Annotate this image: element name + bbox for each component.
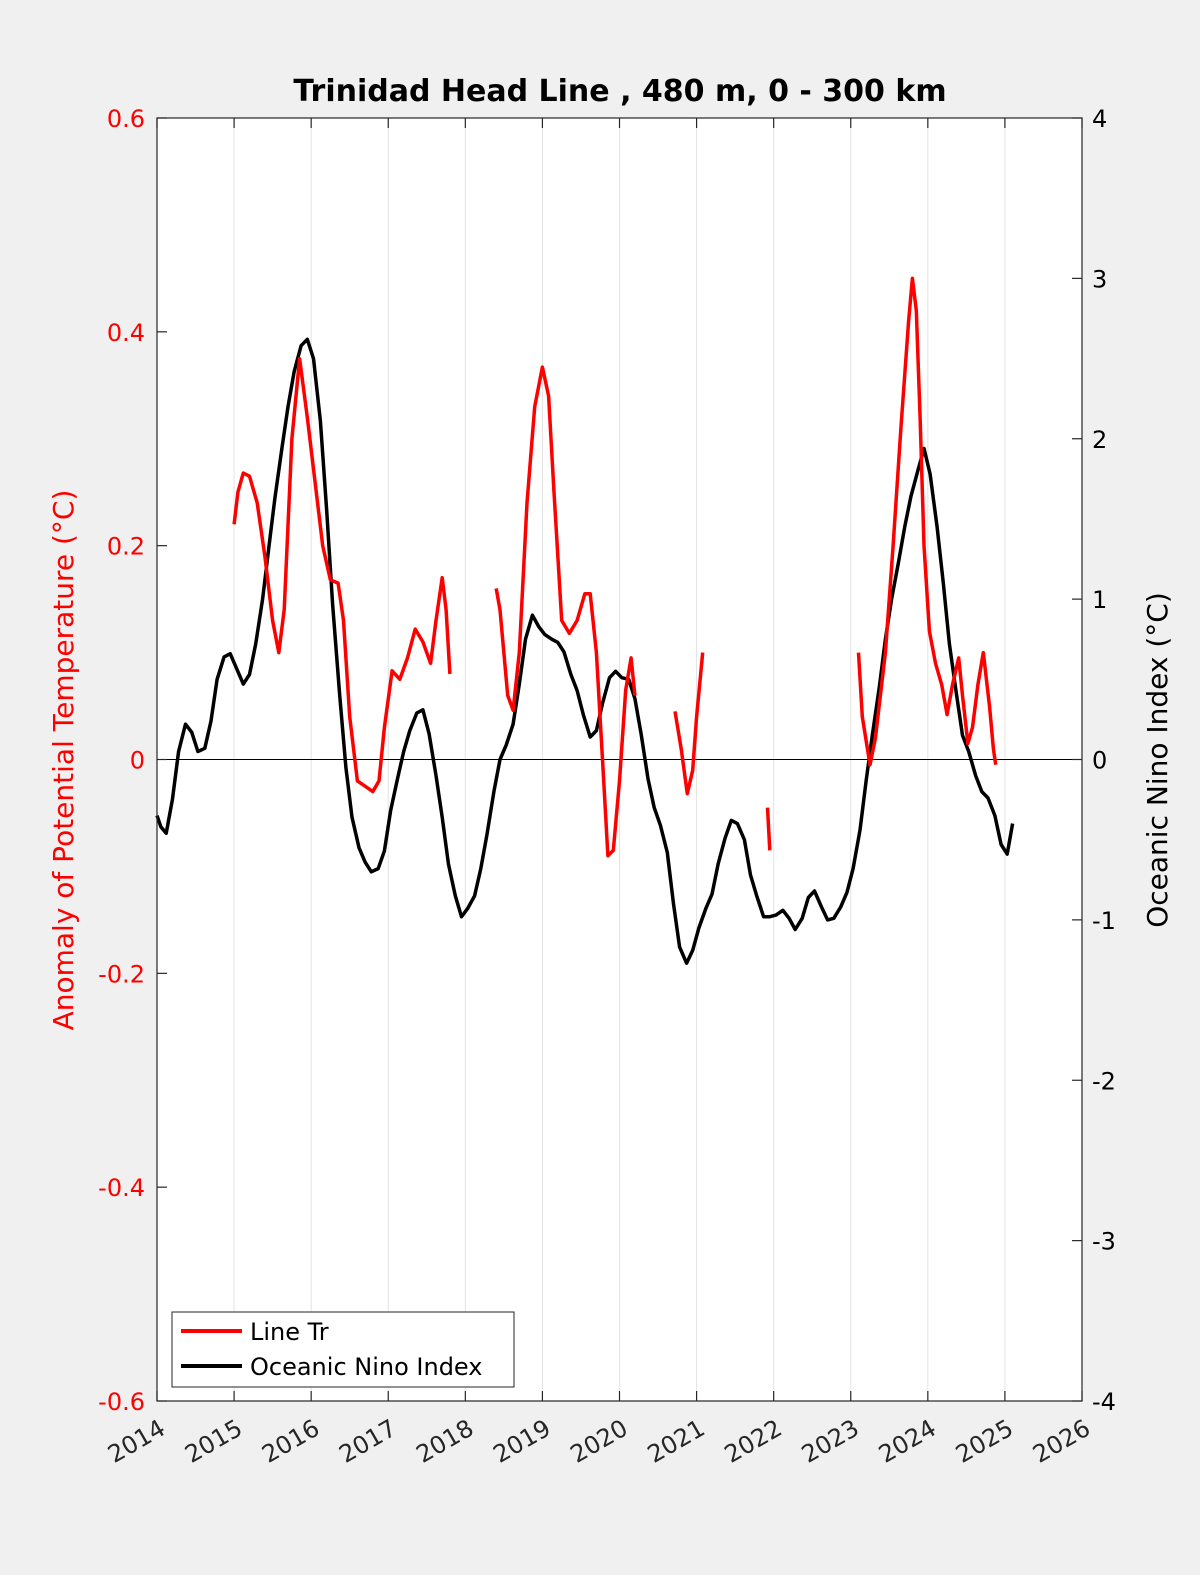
legend-label-line-tr: Line Tr bbox=[250, 1318, 329, 1346]
x-tick-label: 2015 bbox=[180, 1414, 247, 1469]
series-line-tr-segment-3 bbox=[765, 807, 772, 851]
x-tick-label: 2017 bbox=[334, 1414, 401, 1469]
chart-title: Trinidad Head Line , 480 m, 0 - 300 km bbox=[293, 74, 946, 109]
y-left-tick-label: 0.6 bbox=[107, 105, 145, 133]
x-tick-label: 2016 bbox=[257, 1414, 324, 1469]
series-line-tr-segment-4 bbox=[856, 276, 998, 767]
series-oni-segment-0 bbox=[155, 337, 1015, 965]
x-tick-label: 2026 bbox=[1028, 1414, 1095, 1469]
y-right-tick-label: 1 bbox=[1092, 586, 1107, 614]
x-tick-label: 2018 bbox=[411, 1414, 478, 1469]
y-right-tick-label: -4 bbox=[1092, 1388, 1116, 1416]
x-tick-label: 2014 bbox=[103, 1414, 170, 1469]
x-tick-label: 2020 bbox=[566, 1414, 633, 1469]
legend-label-oni: Oceanic Nino Index bbox=[250, 1353, 482, 1381]
y-left-tick-label: 0.4 bbox=[107, 319, 145, 347]
series-line-tr-segment-1 bbox=[494, 365, 637, 858]
x-tick-label: 2019 bbox=[489, 1414, 556, 1469]
x-tick-label: 2024 bbox=[874, 1414, 941, 1469]
y-right-tick-label: 2 bbox=[1092, 426, 1107, 454]
y-left-tick-label: -0.6 bbox=[98, 1388, 145, 1416]
y-right-tick-label: 3 bbox=[1092, 265, 1107, 293]
y-axis-left-label: Anomaly of Potential Temperature (°C) bbox=[47, 490, 80, 1031]
y-right-tick-label: 0 bbox=[1092, 747, 1107, 775]
legend-box bbox=[171, 1311, 515, 1388]
y-axis-right-label: Oceanic Nino Index (°C) bbox=[1141, 592, 1174, 928]
x-tick-label: 2022 bbox=[720, 1414, 787, 1469]
series-layer bbox=[155, 276, 1015, 965]
y-left-tick-label: 0.2 bbox=[107, 533, 145, 561]
x-tick-label: 2025 bbox=[951, 1414, 1018, 1469]
x-tick-label: 2021 bbox=[643, 1414, 710, 1469]
y-left-tick-label: 0 bbox=[130, 747, 145, 775]
legend: Line Tr Oceanic Nino Index bbox=[171, 1311, 515, 1388]
y-left-tick-label: -0.2 bbox=[98, 960, 145, 988]
y-right-tick-label: -1 bbox=[1092, 907, 1116, 935]
y-right-tick-label: -2 bbox=[1092, 1067, 1116, 1095]
series-line-tr-segment-2 bbox=[673, 652, 705, 796]
y-right-tick-label: -3 bbox=[1092, 1228, 1116, 1256]
series-line-tr-segment-0 bbox=[232, 356, 452, 794]
x-tick-label: 2023 bbox=[797, 1414, 864, 1469]
y-left-tick-label: -0.4 bbox=[98, 1174, 145, 1202]
y-right-tick-label: 4 bbox=[1092, 105, 1107, 133]
